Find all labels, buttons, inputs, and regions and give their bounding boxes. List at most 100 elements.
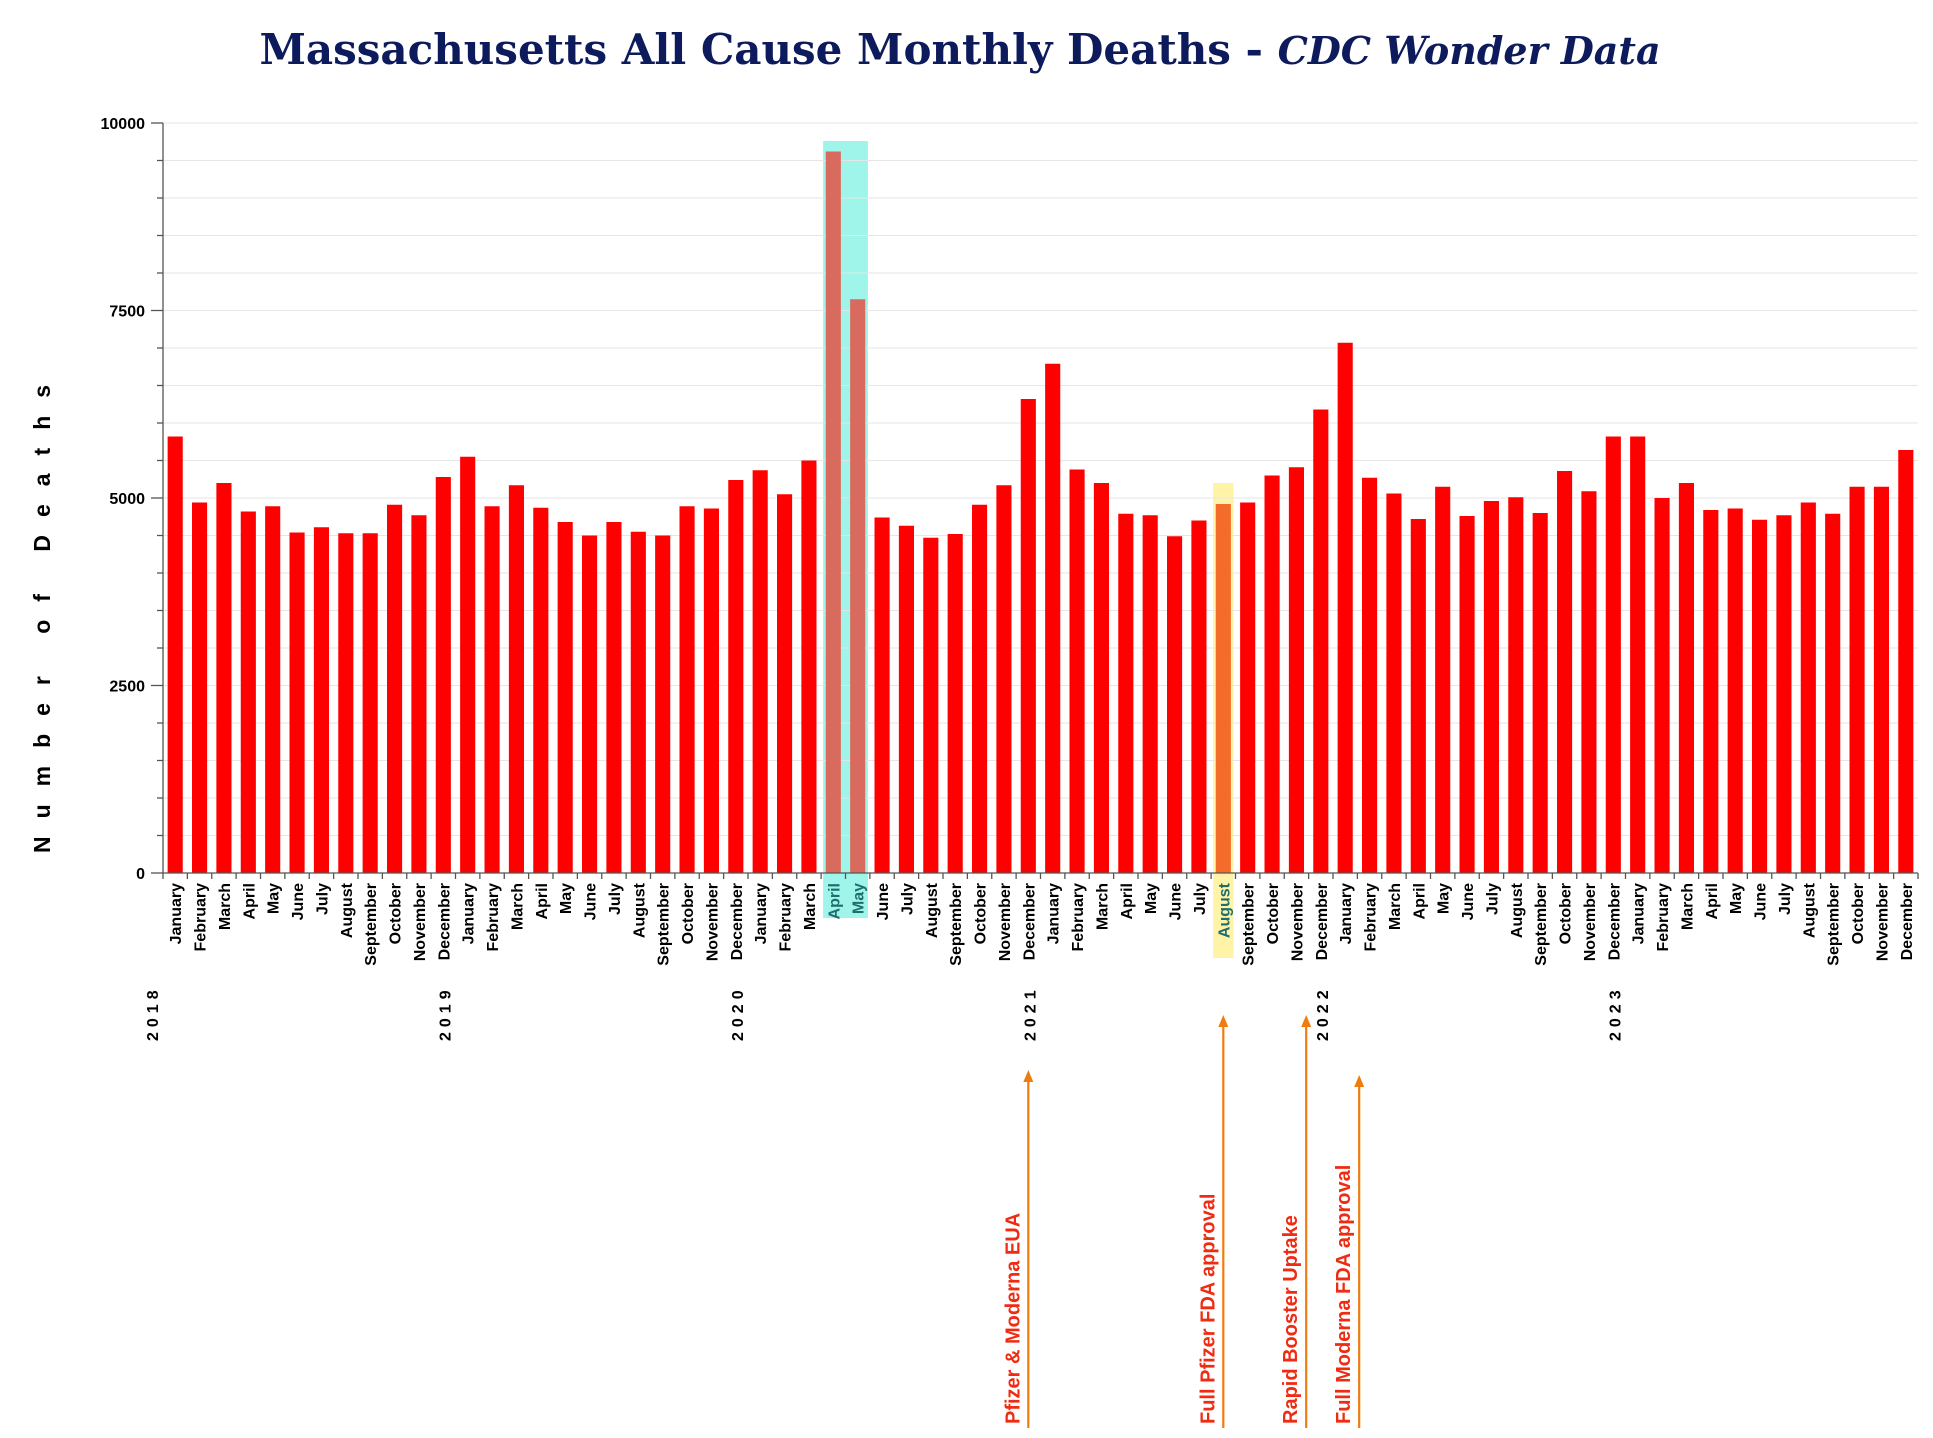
- chart-title-sub: CDC Wonder Data: [1278, 28, 1661, 73]
- x-tick-label: March: [217, 883, 234, 930]
- bar: [1337, 342, 1353, 873]
- x-tick-label: November: [1582, 883, 1599, 961]
- bar: [1069, 469, 1085, 873]
- bar: [850, 299, 866, 873]
- bar: [435, 477, 451, 873]
- x-tick-label: April: [826, 883, 843, 919]
- x-tick-label: July: [1484, 883, 1501, 915]
- bar: [1240, 502, 1256, 873]
- bar: [1386, 493, 1402, 873]
- x-tick-label: March: [802, 883, 819, 930]
- year-label: 2018: [145, 985, 162, 1041]
- x-tick-label: October: [1850, 883, 1867, 944]
- x-tick-label: June: [290, 883, 307, 920]
- x-tick-label: December: [1899, 883, 1916, 960]
- x-tick-label: June: [1168, 883, 1185, 920]
- x-tick-label: April: [241, 883, 258, 919]
- y-tick-label: 10000: [101, 116, 146, 133]
- year-label: 2022: [1315, 985, 1332, 1041]
- x-tick-label: December: [1021, 883, 1038, 960]
- bar: [1191, 520, 1207, 873]
- x-tick-label: March: [1387, 883, 1404, 930]
- x-tick-label: April: [1411, 883, 1428, 919]
- bar: [1313, 409, 1329, 873]
- x-tick-label: March: [1679, 883, 1696, 930]
- bar: [874, 517, 890, 873]
- axis-layer: [151, 122, 1919, 879]
- x-tick-label: August: [924, 882, 941, 938]
- x-tick-label: January: [168, 883, 185, 944]
- x-tick-label: May: [266, 883, 283, 914]
- bar: [1849, 486, 1865, 873]
- x-tick-label: October: [973, 883, 990, 944]
- bar: [484, 506, 500, 873]
- x-tick-label: June: [583, 883, 600, 920]
- bar: [192, 502, 208, 873]
- bar: [240, 511, 256, 873]
- year-label: 2019: [438, 985, 455, 1041]
- bar: [1508, 497, 1524, 873]
- bar: [1459, 516, 1475, 873]
- x-tick-label: October: [1265, 883, 1282, 944]
- x-tick-label: February: [778, 883, 795, 952]
- bar: [1483, 501, 1499, 873]
- bar: [1800, 502, 1816, 873]
- bar-layer: [167, 151, 1914, 873]
- bar: [898, 525, 914, 873]
- annotation-label: Full Moderna FDA approval: [1333, 1165, 1355, 1424]
- x-tick-label: August: [631, 882, 648, 938]
- bar: [630, 531, 646, 873]
- bar: [996, 485, 1012, 873]
- bar: [1167, 536, 1183, 873]
- bar: [679, 506, 695, 873]
- bar: [1654, 498, 1670, 873]
- bar: [1605, 436, 1621, 873]
- bar: [825, 151, 841, 873]
- x-tick-label: February: [1363, 883, 1380, 952]
- x-tick-label: July: [314, 883, 331, 915]
- bar: [216, 483, 232, 873]
- x-tick-label: September: [948, 883, 965, 966]
- bar: [972, 504, 988, 873]
- annotation-label: Pfizer & Moderna EUA: [1002, 1213, 1024, 1424]
- x-tick-label: May: [851, 883, 868, 914]
- x-tick-label: August: [1216, 882, 1233, 938]
- y-tick-label: 0: [136, 866, 145, 883]
- annotation-layer: Pfizer & Moderna EUA Full Pfizer FDA appr…: [1002, 1015, 1365, 1428]
- bar: [1362, 477, 1378, 873]
- x-tick-label: October: [388, 883, 405, 944]
- bar: [1288, 467, 1304, 873]
- x-tick-label: June: [1753, 883, 1770, 920]
- bar: [1581, 491, 1597, 873]
- x-tick-label: July: [899, 883, 916, 915]
- x-tick-label: December: [436, 883, 453, 960]
- bar: [1142, 515, 1158, 873]
- bar: [1630, 436, 1646, 873]
- bar: [1752, 519, 1768, 873]
- x-tick-label: October: [1558, 883, 1575, 944]
- annotation-label: Full Pfizer FDA approval: [1197, 1194, 1219, 1424]
- bar: [728, 480, 744, 873]
- x-tick-label: September: [1826, 883, 1843, 966]
- bar: [557, 522, 573, 873]
- x-tick-label: January: [1631, 883, 1648, 944]
- bar: [387, 504, 403, 873]
- bar: [655, 535, 671, 873]
- x-tick-label: May: [1143, 883, 1160, 914]
- bar: [1727, 508, 1743, 873]
- x-tick-label: September: [1241, 883, 1258, 966]
- bar: [1020, 399, 1036, 873]
- bar: [411, 515, 427, 873]
- x-tick-label: August: [1801, 882, 1818, 938]
- bar: [801, 460, 817, 873]
- annotation-arrowhead: [1301, 1015, 1312, 1027]
- bar: [533, 507, 549, 873]
- y-axis-title: Number of Deaths: [29, 367, 55, 853]
- year-label: 2023: [1608, 985, 1625, 1041]
- x-tick-label: January: [461, 883, 478, 944]
- x-tick-label: July: [1192, 883, 1209, 915]
- x-tick-label: October: [680, 883, 697, 944]
- x-tick-label: September: [656, 883, 673, 966]
- x-tick-label: February: [485, 883, 502, 952]
- x-tick-label: April: [1119, 883, 1136, 919]
